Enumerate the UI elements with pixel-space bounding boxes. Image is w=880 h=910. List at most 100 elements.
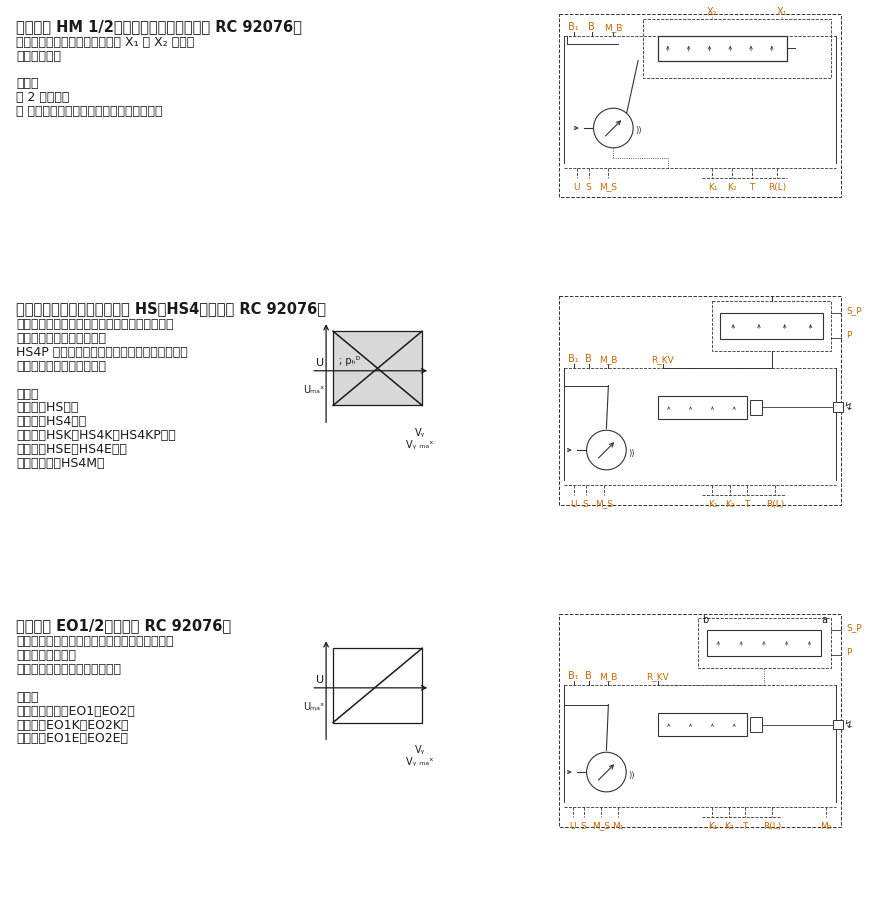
Text: Uₘₐˣ: Uₘₐˣ [303,385,324,395]
Text: a: a [821,615,827,625]
Text: S: S [583,500,589,509]
Text: B₁: B₁ [568,22,579,32]
Bar [658,35,787,61]
Text: T: T [750,183,755,191]
Bar [559,297,841,504]
Text: 不带阀（EO1E，EO2E）: 不带阀（EO1E，EO2E） [16,733,128,745]
Text: ↯: ↯ [843,720,853,730]
Bar [750,716,762,733]
Text: 伺服阀或比例阀来实现的。: 伺服阀或比例阀来实现的。 [16,332,106,345]
Circle shape [587,753,627,792]
Text: 不带阀（HSE，HS4E）。: 不带阀（HSE，HS4E）。 [16,443,127,456]
Text: K₂: K₂ [724,822,734,831]
Text: T: T [744,500,750,509]
Text: P: P [846,331,852,340]
Text: M₁: M₁ [612,822,624,831]
Bar [658,396,747,420]
Bar [750,399,762,415]
Text: K₁: K₁ [708,822,717,831]
Text: 控制压力范围（EO1，EO2）: 控制压力范围（EO1，EO2） [16,704,135,718]
Text: Vᵧ ₘₐˣ: Vᵧ ₘₐˣ [406,440,433,450]
Text: X₂: X₂ [708,7,718,17]
Text: HS4P 控制系统配备有附带的压力传感器，以便: HS4P 控制系统配备有附带的压力传感器，以便 [16,346,187,359]
Text: S: S [581,822,586,831]
Text: 无级排量控制是通过可以反馈摆动角电气信号的: 无级排量控制是通过可以反馈摆动角电气信号的 [16,318,173,331]
Text: )): )) [628,449,634,458]
Text: S: S [586,183,591,191]
Text: M_S: M_S [599,183,618,191]
Text: M_B: M_B [599,355,618,364]
Text: R(L): R(L) [763,822,781,831]
Text: 此控制可用作排量的电动控制。: 此控制可用作排量的电动控制。 [16,663,121,676]
Text: R(L): R(L) [766,500,784,509]
Text: Vᵧ: Vᵧ [415,745,425,755]
Text: 可选：: 可选： [16,691,39,703]
Text: S_P: S_P [846,623,862,632]
Text: R_KV: R_KV [647,672,670,681]
Text: － 用于伺服阀或比例阀控制的基本控制设备: － 用于伺服阀或比例阀控制的基本控制设备 [16,106,163,118]
Text: U: U [570,500,577,509]
Text: Uₘₐˣ: Uₘₐˣ [303,702,324,712]
Text: M_B: M_B [605,23,622,32]
Text: 短路阀（HSK，HS4K，HS4KP）；: 短路阀（HSK，HS4K，HS4KP）； [16,430,176,442]
Bar [721,313,824,339]
Text: － 2 点式控制: － 2 点式控制 [16,91,70,105]
Text: Vᵧ: Vᵧ [415,429,425,439]
Text: X₁: X₁ [776,7,787,17]
Bar [698,619,832,668]
Text: B: B [585,671,592,681]
Text: U: U [574,183,580,191]
Text: U: U [316,358,324,368]
Text: M₂: M₂ [821,822,832,831]
Bar [559,613,841,826]
Text: B₁: B₁ [568,354,579,364]
Text: M_S: M_S [592,822,611,831]
Text: 液压控制 HM 1/2，控制体积相关（请参阅 RC 92076）: 液压控制 HM 1/2，控制体积相关（请参阅 RC 92076） [16,19,302,34]
Text: R_KV: R_KV [651,355,674,364]
Text: P: P [846,648,852,657]
Text: 泵排量是无级变化的，其与油口 X₁ 和 X₂ 中的控: 泵排量是无级变化的，其与油口 X₁ 和 X₂ 中的控 [16,35,194,49]
Text: R(L): R(L) [767,183,786,191]
Text: 无级排量调节是通过可以反馈摆动角电气信号的: 无级排量调节是通过可以反馈摆动角电气信号的 [16,635,173,648]
Text: 比例阀来实现的。: 比例阀来实现的。 [16,649,76,662]
Text: U: U [316,675,324,685]
Text: B: B [585,354,592,364]
Text: U: U [569,822,576,831]
Text: 用于电气压力和功率控制。: 用于电气压力和功率控制。 [16,359,106,373]
Text: Vᵧ ₘₐˣ: Vᵧ ₘₐˣ [406,757,433,767]
Text: M_S: M_S [596,500,613,509]
Text: ↯: ↯ [843,402,853,412]
Bar [559,14,841,197]
Circle shape [587,430,627,470]
Text: S_P: S_P [846,307,862,315]
Text: b: b [702,615,708,625]
Bar [333,648,422,723]
Text: B: B [588,22,595,32]
Text: K₂: K₂ [725,500,735,509]
Bar [833,720,843,730]
Bar [708,631,821,656]
Text: 应用：: 应用： [16,77,39,90]
Bar [658,713,747,736]
Text: 油浸式使用（HS4M）: 油浸式使用（HS4M） [16,457,105,470]
Bar [713,301,832,351]
Text: M_B: M_B [599,672,618,681]
Text: K₁: K₁ [708,183,717,191]
Text: )): )) [628,771,634,780]
Bar [833,402,843,412]
Text: 短路阀（EO1K，EO2K）: 短路阀（EO1K，EO2K） [16,719,128,732]
Bar [333,331,422,406]
Text: 制油量相关。: 制油量相关。 [16,50,61,63]
Text: 比例阀（HS4）；: 比例阀（HS4）； [16,415,86,429]
Text: K₁: K₁ [708,500,717,509]
Text: T: T [743,822,748,831]
Text: )): )) [635,126,642,136]
Circle shape [593,108,633,147]
Text: 控制系统 EO1/2（请参阅 RC 92076）: 控制系统 EO1/2（请参阅 RC 92076） [16,619,231,633]
Text: B₁: B₁ [568,671,579,681]
Text: ; pₕᴰ: ; pₕᴰ [339,356,360,366]
Text: 伺服阀（HS）；: 伺服阀（HS）； [16,401,78,414]
Text: K₂: K₂ [728,183,737,191]
Bar [643,19,832,78]
Text: 可选：: 可选： [16,388,39,400]
